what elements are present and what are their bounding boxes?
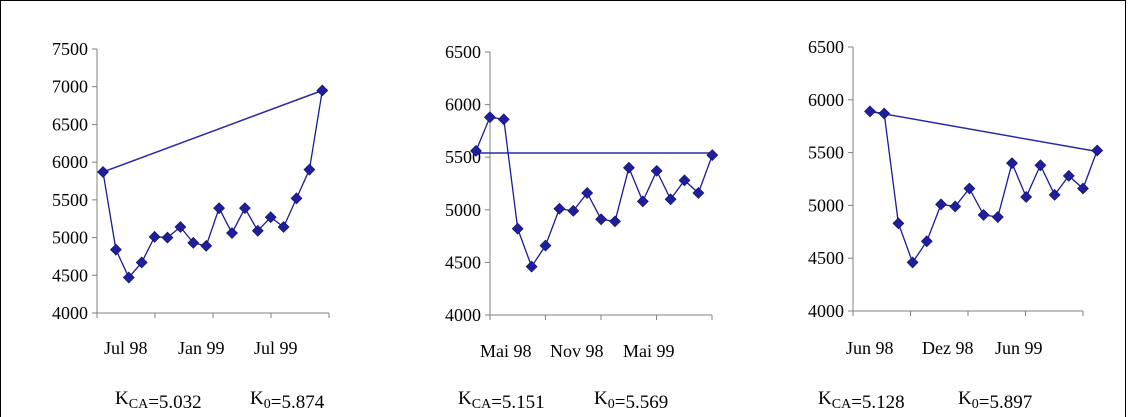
data-point [963, 182, 976, 195]
data-point [664, 193, 677, 206]
data-point [303, 163, 316, 176]
data-point [920, 235, 933, 248]
y-tick-label: 4500 [52, 265, 88, 285]
data-point [187, 236, 200, 249]
y-tick-label: 4000 [445, 305, 481, 325]
data-point [213, 202, 226, 215]
data-point [316, 84, 329, 97]
data-point [497, 113, 510, 126]
data-point [977, 208, 990, 221]
kca-annotation: KCA=5.032 [115, 388, 202, 413]
y-tick-label: 6000 [445, 95, 481, 115]
series-line [102, 90, 323, 279]
data-point [1020, 191, 1033, 203]
data-point [878, 107, 891, 120]
y-tick-label: 5000 [808, 195, 844, 215]
k0-annotation: K0=5.569 [594, 388, 668, 413]
reference-line [869, 110, 1098, 153]
data-point [553, 202, 566, 215]
y-tick-label: 6000 [52, 152, 88, 172]
data-point [1006, 157, 1018, 170]
y-tick-label: 6000 [808, 90, 844, 110]
data-point [622, 161, 635, 174]
data-point [148, 230, 161, 243]
k0-annotation: K0=5.874 [250, 388, 325, 413]
data-point [706, 149, 719, 162]
y-tick-label: 7500 [52, 39, 88, 59]
data-point [567, 204, 580, 217]
data-point [97, 166, 109, 178]
data-point [1062, 169, 1075, 182]
data-point [935, 198, 947, 211]
data-point [539, 239, 552, 252]
y-tick-label: 5500 [808, 143, 844, 163]
y-tick-label: 4000 [808, 301, 844, 321]
series-line [869, 110, 1098, 264]
kca-annotation: KCA=5.128 [818, 388, 905, 413]
data-point [949, 200, 962, 213]
y-tick-label: 4500 [445, 252, 481, 272]
series-line [475, 116, 713, 269]
data-point [135, 256, 148, 269]
data-point [122, 271, 135, 284]
y-tick-label: 4000 [52, 303, 88, 323]
x-tick-label: Dez 98 [922, 338, 973, 358]
x-tick-label: Nov 98 [550, 341, 604, 361]
reference-line [102, 89, 323, 173]
y-tick-label: 4500 [808, 248, 844, 268]
y-tick-label: 5000 [445, 200, 481, 220]
data-point [290, 192, 303, 205]
y-tick-label: 7000 [52, 77, 88, 97]
y-tick-label: 6500 [808, 37, 844, 57]
data-point [1048, 188, 1061, 201]
data-point [511, 222, 524, 235]
data-point [864, 105, 876, 118]
data-point [650, 164, 663, 177]
data-point [277, 221, 290, 233]
x-tick-label: Jan 99 [178, 338, 225, 358]
x-tick-label: Mai 99 [623, 341, 675, 361]
data-point [264, 211, 277, 224]
data-point [1034, 159, 1047, 172]
data-point [1077, 182, 1089, 195]
data-point [238, 202, 251, 215]
y-tick-label: 5000 [52, 228, 88, 248]
data-point [525, 260, 538, 273]
data-point [200, 239, 213, 252]
data-point [906, 256, 919, 269]
data-point [991, 211, 1004, 223]
data-point [174, 221, 187, 233]
x-tick-label: Jun 98 [846, 338, 894, 358]
kca-annotation: KCA=5.151 [458, 388, 545, 413]
data-point [892, 217, 905, 230]
data-point [161, 231, 174, 244]
data-point [251, 224, 264, 237]
data-point [483, 111, 496, 124]
data-point [678, 174, 691, 187]
x-tick-label: Jun 99 [995, 338, 1043, 358]
data-point [636, 195, 649, 208]
x-tick-label: Mai 98 [480, 341, 532, 361]
data-point [109, 243, 122, 256]
y-tick-label: 6500 [445, 42, 481, 62]
y-tick-label: 5500 [52, 190, 88, 210]
data-point [692, 187, 705, 199]
x-tick-label: Jul 99 [254, 338, 298, 358]
y-tick-label: 6500 [52, 114, 88, 134]
k0-annotation: K0=5.897 [958, 388, 1032, 413]
data-point [595, 213, 608, 226]
data-point [581, 187, 594, 199]
data-point [1091, 144, 1104, 157]
data-point [609, 215, 621, 228]
data-point [226, 227, 238, 239]
data-point [470, 144, 482, 157]
x-tick-label: Jul 98 [104, 338, 148, 358]
